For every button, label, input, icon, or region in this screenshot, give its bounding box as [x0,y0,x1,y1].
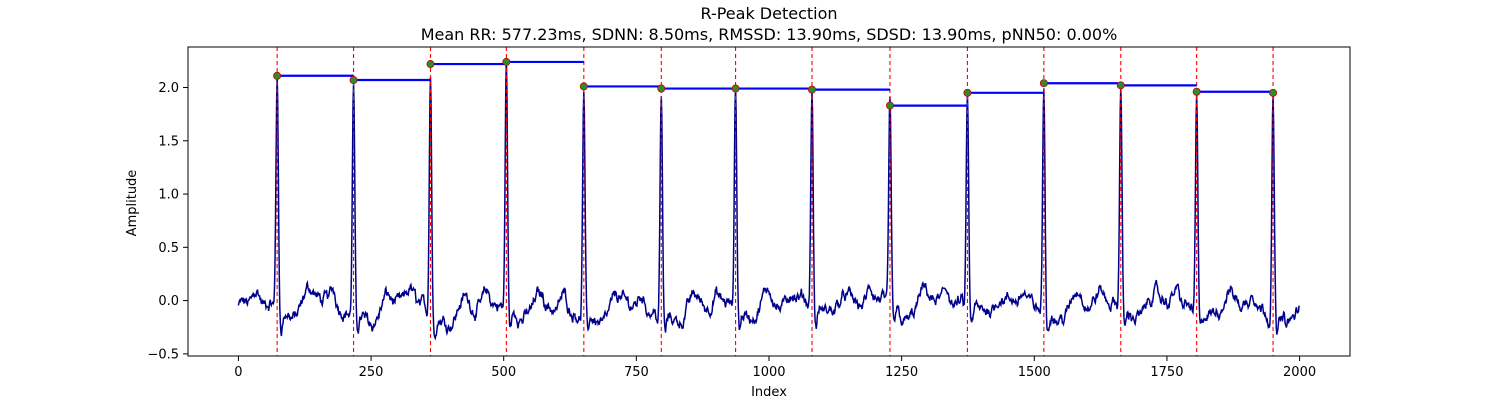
axes-ticks: 0 250 500 750 1000 1250 1500 1750 2000 −0.5 0.0 0.5… [147,46,1351,380]
x-tick-label: 2000 [1283,365,1316,380]
r-peak-point [731,84,740,93]
x-tick-label: 750 [624,365,649,380]
x-tick-label: 250 [359,365,384,380]
r-peak-point [502,57,511,66]
x-tick-label: 0 [234,365,242,380]
r-peak-point [1039,79,1048,88]
r-peak-point [807,85,816,94]
y-axis-label: Amplitude [125,170,140,237]
y-tick-label: −0.5 [147,347,179,362]
y-tick-label: 2.0 [158,81,179,96]
x-tick-label: 1750 [1150,365,1183,380]
r-peak-point [579,82,588,91]
r-peak-point [885,101,894,110]
x-tick-label: 1000 [752,365,785,380]
x-tick-label: 1250 [885,365,918,380]
r-peak-point [1269,88,1278,97]
y-tick-label: 0.5 [158,241,179,256]
ecg-signal-line [237,58,1300,341]
r-peak-point [1192,87,1201,96]
x-axis-label: Index [751,385,787,400]
plot-frame [187,46,1351,357]
y-tick-label: 1.5 [158,134,179,149]
x-tick-label: 1500 [1018,365,1051,380]
r-peak-point [1116,81,1125,90]
x-tick-label: 500 [491,365,516,380]
chart-title: R-Peak Detection [700,4,837,23]
y-tick-label: 0.0 [158,294,179,309]
r-peak-point [426,60,435,69]
r-peak-point [273,71,282,80]
r-peak-point [657,84,666,93]
plot-area [237,47,1300,356]
chart-subtitle: Mean RR: 577.23ms, SDNN: 8.50ms, RMSSD: … [421,25,1118,44]
r-peak-point [349,76,358,85]
y-tick-label: 1.0 [158,188,179,203]
r-peak-point [963,88,972,97]
